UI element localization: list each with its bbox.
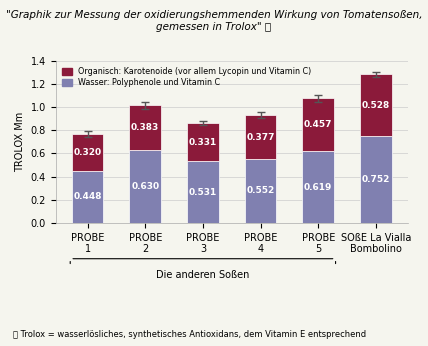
Text: 0.531: 0.531 [189, 188, 217, 197]
Bar [129, 150, 161, 223]
Text: ⓘ Trolox = wasserlösliches, synthetisches Antioxidans, dem Vitamin E entsprechen: ⓘ Trolox = wasserlösliches, synthetische… [13, 330, 366, 339]
Bar [360, 74, 392, 136]
Bar [187, 161, 219, 223]
Bar [303, 151, 334, 223]
Text: 0.331: 0.331 [189, 138, 217, 147]
Text: 0.528: 0.528 [362, 101, 390, 110]
Legend: Organisch: Karotenoide (vor allem Lycopin und Vitamin C), Wasser: Polyphenole un: Organisch: Karotenoide (vor allem Lycopi… [59, 65, 314, 90]
Text: 0.630: 0.630 [131, 182, 159, 191]
Y-axis label: TROLOX Mm: TROLOX Mm [15, 112, 25, 172]
Bar [245, 115, 276, 159]
Bar [71, 171, 104, 223]
Bar [303, 98, 334, 151]
Bar [245, 159, 276, 223]
Text: "Graphik zur Messung der oxidierungshemmenden Wirkung von Tomatensoßen, gemessen: "Graphik zur Messung der oxidierungshemm… [6, 10, 422, 32]
Text: 0.552: 0.552 [247, 186, 275, 195]
Bar [71, 134, 104, 171]
Bar [129, 106, 161, 150]
Text: 0.320: 0.320 [74, 148, 101, 157]
Bar [187, 123, 219, 161]
Text: 0.752: 0.752 [362, 175, 390, 184]
Bar [360, 136, 392, 223]
Text: Die anderen Soßen: Die anderen Soßen [156, 270, 250, 280]
Text: 0.448: 0.448 [73, 192, 102, 201]
Text: 0.383: 0.383 [131, 123, 159, 132]
Text: 0.457: 0.457 [304, 120, 333, 129]
Text: 0.619: 0.619 [304, 183, 333, 192]
Text: 0.377: 0.377 [247, 133, 275, 142]
